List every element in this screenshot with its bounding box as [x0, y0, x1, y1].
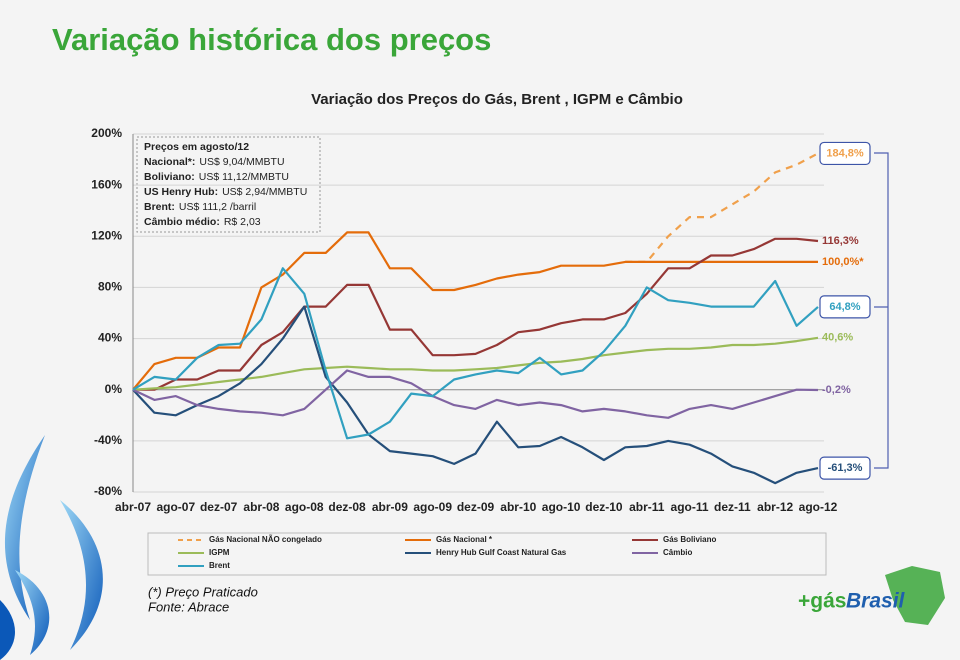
end-label: 184,8%: [826, 147, 864, 159]
series-line: [133, 237, 819, 391]
x-tick-label: abr-10: [500, 500, 536, 514]
label-box: [819, 141, 871, 166]
legend-label: Gás Boliviano: [663, 535, 716, 544]
end-label: 40,6%: [822, 332, 853, 344]
plot: -80% -40% 0% 40% 80% 120% 160% 200% abr-07 ago-07…: [91, 126, 871, 514]
footnote: (*) Preço Praticado: [148, 584, 258, 599]
annotation-label: Brent:: [144, 201, 175, 213]
annotation-line: Boliviano: US$ 11,12/MMBTU: [144, 171, 289, 183]
x-tick-label: ago-10: [542, 500, 581, 514]
series-line: [625, 152, 819, 263]
annotation-label: US Henry Hub:: [144, 186, 218, 198]
annotation-line: Brent: US$ 111,2 /barril: [144, 201, 256, 213]
end-label: 116,3%: [822, 235, 859, 247]
legend: Gás Nacional NÃO congelado Gás Nacional *…: [178, 535, 716, 570]
legend-label: Gás Nacional *: [436, 535, 493, 544]
annotation-text: US$ 11,12/MMBTU: [199, 171, 289, 183]
series-line: [132, 369, 819, 419]
series-line: [132, 231, 818, 391]
legend-label: IGPM: [209, 548, 230, 557]
y-tick-label: 0%: [105, 382, 123, 396]
legend-label: Brent: [209, 561, 230, 570]
series-line: [132, 336, 819, 391]
x-tick-label: abr-09: [372, 500, 408, 514]
annotation-title: Preços em agosto/12: [144, 141, 249, 153]
logo: +gás Brasil: [798, 566, 945, 625]
annotation-text: US$ 9,04/MMBTU: [199, 156, 284, 168]
x-tick-label: abr-08: [243, 500, 279, 514]
legend-label: Gás Nacional NÃO congelado: [209, 535, 322, 544]
legend-box: [147, 532, 827, 576]
bracket: [874, 152, 889, 469]
x-tick-label: ago-08: [285, 500, 324, 514]
x-tick-label: ago-12: [799, 500, 838, 514]
annotation-line: Nacional*: US$ 9,04/MMBTU: [144, 156, 285, 168]
y-tick-label: 120%: [91, 228, 122, 242]
y-tick-label: 200%: [91, 126, 122, 140]
x-tick-label: ago-11: [671, 500, 709, 514]
y-tick-label: -40%: [94, 433, 122, 447]
x-tick-label: abr-11: [629, 500, 665, 514]
x-tick-label: dez-09: [457, 500, 495, 514]
series-line: [132, 267, 819, 440]
label-box: [819, 456, 871, 480]
x-tick-label: dez-07: [200, 500, 238, 514]
end-label: 100,0%*: [822, 256, 864, 268]
x-tick-label: dez-08: [328, 500, 366, 514]
annotation-box: [136, 136, 321, 233]
legend-label: Câmbio: [663, 548, 692, 557]
annotation-label: Nacional*:: [144, 156, 195, 168]
logo-text: Brasil: [846, 590, 906, 613]
label-box: [819, 295, 871, 319]
annotation: Preços em agosto/12 Nacional*: US$ 9,04/MM…: [144, 141, 307, 228]
y-tick-label: 160%: [91, 177, 122, 191]
logo-text: +gás: [798, 590, 846, 613]
footnote: Fonte: Abrace: [148, 599, 229, 614]
y-tick-label: -80%: [94, 484, 122, 498]
annotation-text: US$ 2,94/MMBTU: [222, 186, 307, 198]
annotation-line: US Henry Hub: US$ 2,94/MMBTU: [144, 186, 307, 198]
end-label: 64,8%: [829, 301, 860, 313]
x-tick-label: ago-09: [413, 500, 452, 514]
x-tick-label: dez-11: [714, 500, 751, 514]
end-label: -61,3%: [828, 462, 863, 474]
series-line: [132, 305, 819, 485]
annotation-label: Boliviano:: [144, 171, 195, 183]
x-tick-label: abr-12: [757, 500, 793, 514]
flame-decoration: [0, 435, 103, 660]
annotation-text: US$ 111,2 /barril: [179, 201, 256, 213]
slide-title: Variação histórica dos preços: [52, 22, 491, 57]
x-tick-label: ago-07: [156, 500, 195, 514]
y-tick-label: 40%: [98, 331, 122, 345]
annotation-text: R$ 2,03: [224, 216, 261, 228]
annotation-label: Câmbio médio:: [144, 216, 220, 228]
legend-label: Henry Hub Gulf Coast Natural Gas: [436, 548, 567, 557]
annotation-line: Câmbio médio: R$ 2,03: [144, 216, 261, 228]
x-tick-label: dez-10: [585, 500, 623, 514]
end-label: -0,2%: [822, 384, 851, 396]
y-tick-label: 80%: [98, 280, 122, 294]
x-tick-label: abr-07: [115, 500, 151, 514]
chart-title: Variação dos Preços do Gás, Brent , IGPM…: [311, 91, 683, 108]
